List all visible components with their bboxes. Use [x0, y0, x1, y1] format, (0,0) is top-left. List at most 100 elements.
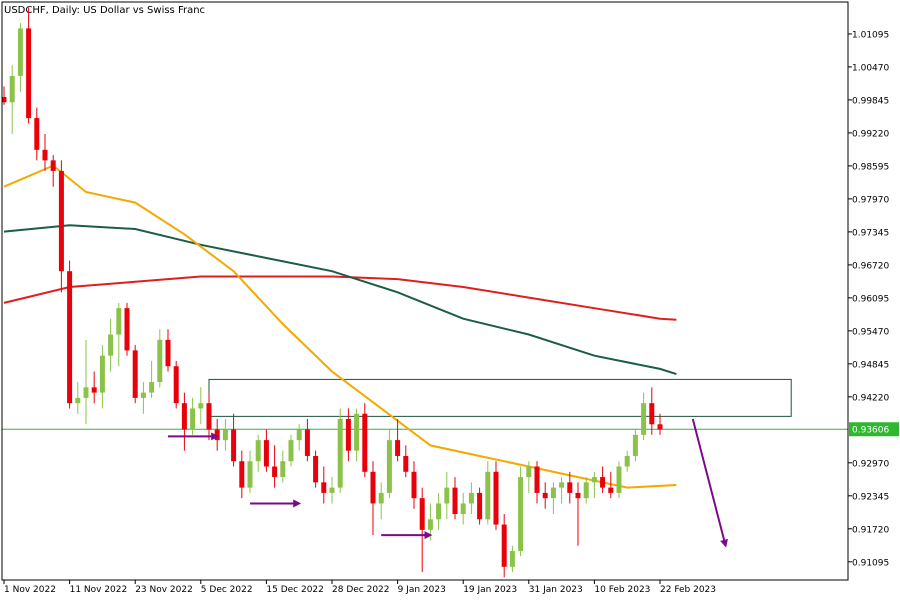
candle — [190, 397, 196, 435]
candle — [378, 482, 384, 520]
ma-long-line — [3, 275, 677, 321]
candle-body — [329, 487, 335, 493]
candle-body — [75, 397, 81, 404]
candle-body — [108, 334, 114, 356]
y-tick-label: 0.98595 — [852, 162, 889, 172]
x-tick-label: 11 Nov 2022 — [70, 585, 128, 595]
candle — [444, 471, 450, 520]
candle-body — [501, 524, 507, 567]
candle — [518, 466, 524, 557]
candle-body — [542, 492, 548, 499]
candle — [436, 492, 442, 530]
candle — [534, 461, 540, 504]
candle — [386, 429, 392, 499]
candle — [313, 450, 319, 488]
candle — [198, 387, 204, 425]
candle — [239, 450, 245, 499]
x-tick-label: 9 Jan 2023 — [398, 585, 446, 595]
ma-mid-line — [3, 224, 677, 376]
candle — [509, 545, 515, 573]
y-tick-label: 0.96720 — [852, 261, 889, 271]
candle-body — [67, 271, 73, 404]
candle — [550, 482, 556, 515]
candle-body — [608, 487, 614, 493]
candle — [542, 482, 548, 509]
candle — [616, 461, 622, 499]
candle — [452, 477, 458, 520]
x-tick-label: 1 Nov 2022 — [4, 585, 56, 595]
candle-body — [444, 487, 450, 504]
candle — [411, 461, 417, 509]
resistance-zone-box — [208, 378, 792, 417]
candle-body — [181, 403, 187, 430]
candle-body — [206, 403, 212, 430]
candle — [83, 339, 89, 425]
candle — [91, 371, 97, 404]
candle — [9, 65, 15, 134]
candle — [50, 155, 56, 187]
candles-layer — [1, 7, 663, 578]
candle-body — [591, 477, 597, 483]
candle — [559, 477, 565, 504]
candle — [140, 382, 146, 414]
candle-body — [624, 455, 630, 467]
candle — [214, 419, 220, 451]
candle — [247, 450, 253, 493]
y-tick-label: 0.91720 — [852, 525, 889, 535]
candle — [181, 392, 187, 451]
candle-body — [304, 429, 310, 456]
candle — [231, 413, 237, 467]
candle — [649, 387, 655, 435]
candle-body — [255, 440, 261, 462]
x-tick-label: 15 Dec 2022 — [266, 585, 324, 595]
candle-body — [559, 482, 565, 488]
candle-body — [337, 419, 343, 488]
candle-body — [575, 492, 581, 499]
candle — [108, 318, 114, 372]
candle — [575, 482, 581, 546]
candle — [157, 329, 163, 388]
candle-body — [395, 440, 401, 456]
x-tick-label: 10 Feb 2023 — [594, 585, 650, 595]
y-tick-label: 0.97345 — [852, 228, 889, 238]
candle-body — [452, 487, 458, 515]
candle-body — [534, 466, 540, 493]
candle-body — [173, 366, 179, 404]
candle — [608, 471, 614, 499]
candle — [116, 302, 122, 367]
y-tick-label: 0.95470 — [852, 327, 889, 337]
candle-body — [9, 75, 15, 103]
candle-body — [641, 403, 647, 435]
candle-body — [263, 440, 269, 467]
y-tick-label: 0.99845 — [852, 96, 889, 106]
candle — [395, 419, 401, 462]
ma-short-line — [3, 164, 677, 489]
candle — [641, 392, 647, 441]
y-tick-label: 0.96095 — [852, 294, 889, 304]
y-tick-label: 0.91095 — [852, 558, 889, 568]
y-tick-label: 0.99220 — [852, 129, 889, 139]
candle-body — [99, 355, 105, 393]
candle-body — [583, 482, 589, 499]
candle-body — [616, 466, 622, 493]
current-price-tag — [849, 422, 899, 437]
candle-body — [493, 471, 499, 525]
candle — [272, 445, 278, 488]
candle — [222, 419, 228, 451]
candle-body — [509, 550, 515, 567]
y-tick-label: 0.94845 — [852, 360, 889, 370]
candle — [632, 429, 638, 462]
candle-body — [427, 519, 433, 530]
candle-body — [42, 149, 48, 161]
arrows-layer — [168, 418, 728, 548]
candle-body — [386, 440, 392, 493]
candle — [263, 429, 269, 472]
candle-body — [116, 308, 122, 335]
candle — [329, 477, 335, 504]
candle-body — [50, 160, 56, 171]
candle — [419, 487, 425, 573]
current-price-label: 0.93606 — [852, 426, 889, 436]
x-tick-label: 23 Nov 2022 — [135, 585, 193, 595]
y-tick-label: 0.92345 — [852, 492, 889, 502]
resistance-zone-layer — [208, 378, 792, 417]
